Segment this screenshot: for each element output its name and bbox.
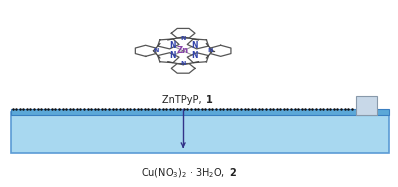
Bar: [11, 109, 389, 115]
Bar: [356, 96, 377, 115]
Text: 1: 1: [205, 95, 212, 105]
Text: N: N: [169, 51, 176, 60]
Text: N: N: [191, 41, 197, 50]
Text: 2: 2: [229, 168, 236, 178]
Text: N: N: [180, 36, 186, 41]
Text: N: N: [180, 61, 186, 66]
Text: N: N: [154, 48, 159, 53]
Bar: [11, 112, 389, 153]
Text: Cu(NO$_3$)$_2$ · 3H$_2$O,: Cu(NO$_3$)$_2$ · 3H$_2$O,: [140, 166, 226, 180]
Text: N: N: [191, 51, 197, 60]
Text: ZnTPyP,: ZnTPyP,: [162, 95, 205, 105]
Text: N: N: [169, 41, 176, 50]
Text: Zn: Zn: [177, 46, 189, 55]
Text: N: N: [207, 48, 213, 53]
